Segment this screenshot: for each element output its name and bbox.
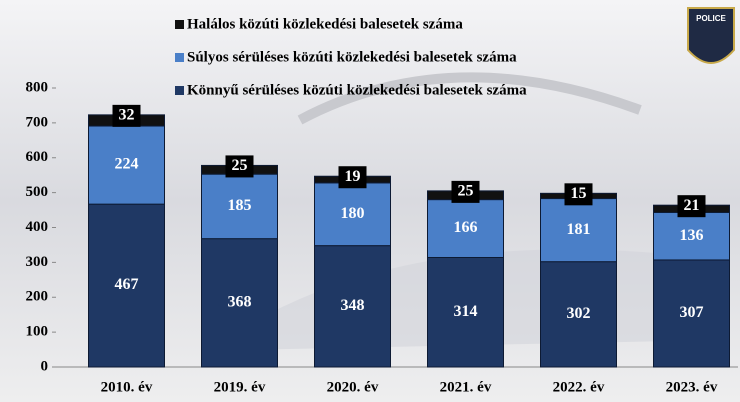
y-tick-label: 700	[26, 114, 49, 130]
value-label: 25	[458, 183, 474, 200]
x-tick-label: 2022. év	[553, 379, 605, 395]
value-label: 348	[341, 297, 365, 314]
badge-text: POLICE	[696, 14, 726, 23]
x-tick-label: 2019. év	[214, 379, 266, 395]
x-tick-label: 2010. év	[101, 379, 153, 395]
legend-label: Könnyű sérüléses közúti közlekedési bale…	[187, 82, 527, 98]
legend-label: Halálos közúti közlekedési balesetek szá…	[187, 16, 463, 32]
value-label: 307	[680, 304, 704, 321]
value-label: 136	[680, 227, 704, 244]
y-tick-label: 300	[26, 254, 49, 270]
x-tick-label: 2023. év	[666, 379, 718, 395]
y-tick-label: 600	[26, 149, 49, 165]
value-label: 185	[228, 197, 252, 214]
legend-swatch	[175, 86, 184, 95]
y-tick-label: 400	[26, 219, 49, 235]
police-badge: POLICE	[688, 8, 734, 63]
value-label: 181	[567, 221, 591, 238]
value-label: 224	[115, 156, 139, 173]
x-tick-label: 2020. év	[327, 379, 379, 395]
y-tick-label: 500	[26, 184, 49, 200]
y-tick-label: 0	[41, 358, 49, 374]
y-tick-label: 800	[26, 79, 49, 95]
x-tick-label: 2021. év	[440, 379, 492, 395]
value-label: 166	[454, 219, 478, 236]
value-label: 25	[232, 157, 248, 174]
value-label: 368	[228, 294, 252, 311]
y-tick-label: 200	[26, 289, 49, 305]
value-label: 15	[571, 185, 587, 202]
value-label: 180	[341, 205, 365, 222]
value-label: 21	[684, 197, 700, 214]
y-tick-label: 100	[26, 324, 49, 340]
value-label: 302	[567, 305, 591, 322]
value-label: 467	[115, 276, 139, 293]
chart: POLICE 0 100 200 300 400 500 600 700 800 Halálos …	[0, 0, 740, 402]
value-label: 32	[119, 107, 135, 124]
legend-label: Súlyos sérüléses közúti közlekedési bale…	[187, 49, 517, 65]
value-label: 314	[454, 303, 478, 320]
legend-swatch	[175, 53, 184, 62]
legend-swatch	[175, 20, 184, 29]
value-label: 19	[345, 168, 361, 185]
